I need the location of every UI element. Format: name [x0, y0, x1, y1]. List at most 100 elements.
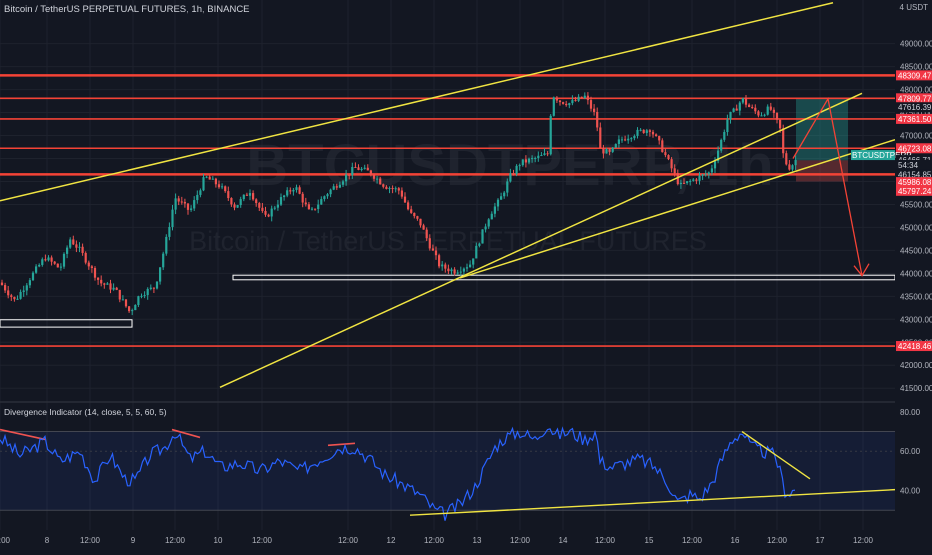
price-tag-label: 47809.77	[898, 94, 932, 103]
candle-body	[267, 214, 270, 217]
candle	[633, 134, 636, 141]
candle	[729, 111, 732, 124]
price-tag-bg	[896, 70, 932, 81]
candle-body	[100, 279, 103, 284]
currency-selector[interactable]: 4 USDT	[900, 4, 928, 12]
candle	[90, 265, 93, 273]
candle-body	[326, 194, 329, 197]
candle-body	[245, 194, 248, 196]
candle-body	[453, 269, 456, 274]
candle	[478, 242, 481, 248]
candle	[673, 164, 676, 177]
candle	[565, 100, 568, 107]
candle-body	[31, 272, 35, 281]
price-tag-label: 42418.46	[898, 342, 932, 351]
candle-body	[546, 153, 549, 155]
candle	[614, 143, 617, 149]
candle	[143, 291, 146, 299]
candle-body	[617, 139, 620, 144]
candle	[794, 155, 797, 171]
candle	[149, 284, 152, 291]
candle-body	[168, 227, 171, 237]
candle	[593, 104, 596, 116]
price-tick-label: 41500.00	[900, 384, 932, 393]
candle-body	[53, 261, 56, 264]
candle-body	[785, 153, 788, 165]
candle	[422, 223, 425, 230]
symbol-tag: BTCUSDTPERP	[852, 151, 912, 160]
candle-body	[118, 289, 121, 300]
symbol-tag-bg	[851, 150, 895, 161]
candle-body	[149, 287, 152, 289]
candle	[190, 205, 193, 212]
candle	[134, 304, 137, 311]
candle-body	[419, 218, 422, 226]
candle	[574, 96, 577, 102]
candle	[221, 183, 224, 190]
candle-body	[211, 178, 214, 180]
time-tick-label: 12:00	[767, 536, 788, 545]
candle-body	[171, 209, 174, 228]
candle-body	[264, 210, 267, 215]
candle	[500, 192, 503, 200]
candle-body	[69, 239, 72, 248]
candle-body	[735, 108, 738, 111]
candle	[791, 164, 794, 172]
symbol-title[interactable]: Bitcoin / TetherUS PERPETUAL FUTURES	[4, 4, 187, 15]
candle-body	[261, 207, 264, 211]
candle-body	[152, 287, 155, 289]
interval-label[interactable]: 1h	[191, 4, 202, 15]
candle	[766, 104, 769, 116]
candle-body	[106, 283, 109, 285]
candle-body	[472, 258, 475, 265]
candle-body	[630, 138, 633, 140]
candle-body	[459, 271, 462, 273]
candle	[407, 200, 410, 211]
candle	[171, 205, 174, 231]
candle-body	[354, 166, 357, 168]
candle	[376, 175, 379, 184]
candle	[493, 202, 496, 218]
candle-body	[190, 208, 193, 210]
candle	[78, 242, 81, 253]
candle-body	[335, 186, 338, 188]
candle	[394, 186, 397, 193]
candle	[273, 205, 276, 211]
candle	[416, 215, 419, 221]
trendline-0	[0, 2, 834, 202]
candle-body	[372, 174, 376, 179]
candle-body	[279, 197, 283, 205]
candle-body	[41, 259, 44, 265]
candle-body	[636, 129, 639, 136]
candle-body	[490, 213, 493, 220]
watermark-ticker: BTCUSDTPERP, 1h	[246, 133, 773, 198]
candle	[224, 185, 227, 193]
candle-body	[788, 164, 791, 170]
candle	[710, 164, 713, 176]
candle	[664, 148, 667, 158]
candle	[205, 175, 208, 179]
candle-body	[692, 179, 695, 181]
candle	[276, 199, 279, 211]
candle	[211, 176, 214, 180]
candle	[543, 148, 546, 156]
currency-count: 4	[899, 3, 904, 12]
candle	[465, 263, 469, 272]
candle	[320, 196, 323, 205]
candle-body	[221, 186, 224, 188]
candle-body	[558, 100, 562, 103]
indicator-tick-label: 40.00	[900, 487, 921, 496]
candle	[707, 171, 710, 179]
candle	[459, 266, 462, 276]
candle-body	[713, 161, 717, 169]
candle	[0, 279, 4, 286]
candle-body	[391, 188, 394, 190]
indicator-title[interactable]: Divergence Indicator (14, close, 5, 5, 6…	[4, 407, 167, 417]
candle-body	[565, 103, 568, 106]
candle-body	[44, 259, 47, 261]
candle-body	[16, 298, 19, 300]
candle	[540, 152, 543, 157]
candle	[199, 188, 202, 198]
